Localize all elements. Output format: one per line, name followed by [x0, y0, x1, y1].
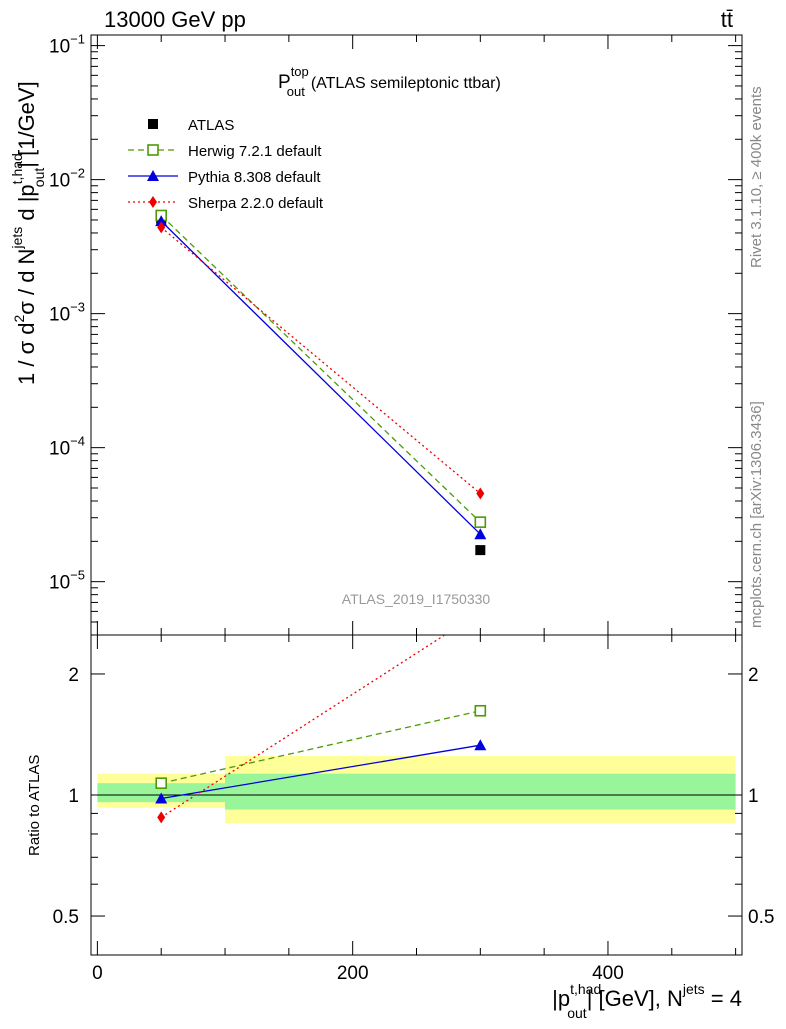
ratio-line-sherpa-2-2-0-default [160, 635, 446, 818]
ratio-y-tick-label-1: 1 [68, 786, 79, 807]
main-title-suffix: (ATLAS semileptonic ttbar) [311, 75, 501, 92]
series-lines [160, 215, 481, 535]
ratio-point-herwig-7-2-1-default-0 [155, 777, 168, 789]
legend-marker-herwig-7-2-1-default [147, 144, 159, 156]
main-point-pythia-8-308-default-1 [474, 528, 487, 540]
legend-label-atlas: ATLAS [188, 117, 234, 134]
x-tick-label-2: 400 [592, 963, 624, 984]
x-tick-label-0: 0 [92, 963, 103, 984]
series-markers [155, 209, 487, 556]
x-axis-label: |pt,had out| [GeV], Njets = 4 [552, 981, 742, 1021]
main-line-pythia-8-308-default [160, 220, 481, 535]
main-y-tick-label-4: 10−5 [49, 568, 85, 594]
ratio-y-tick-label-right-1: 1 [748, 786, 759, 807]
main-y-axis-label: 1 / σ d2σ / d Njets d |pt,had out| [1/GeV… [9, 81, 47, 385]
ratio-point-herwig-7-2-1-default-1 [474, 704, 487, 717]
energy-label: 13000 GeV pp [104, 7, 246, 32]
ratio-markers [155, 704, 487, 824]
legend-marker-sherpa-2-2-0-default [149, 196, 157, 208]
legend-label-sherpa-2-2-0-default: Sherpa 2.2.0 default [188, 195, 324, 212]
main-title-symbol: P [278, 72, 291, 93]
main-point-sherpa-2-2-0-default-0 [157, 221, 166, 234]
source-note: mcplots.cern.ch [arXiv:1306.3436] [748, 401, 765, 628]
main-y-tick-label-2: 10−3 [49, 300, 85, 326]
ratio-y-axis-label: Ratio to ATLAS [26, 755, 43, 856]
ratio-line-herwig-7-2-1-default [161, 710, 481, 784]
main-point-herwig-7-2-1-default-1 [474, 516, 487, 528]
legend-label-herwig-7-2-1-default: Herwig 7.2.1 default [188, 143, 322, 160]
process-label: tt̄ [721, 7, 733, 32]
main-title: Ptop out (ATLAS semileptonic ttbar) [278, 64, 501, 99]
main-title-sub: out [287, 84, 305, 99]
axes: 10−1 10−2 10−3 10−4 10−5 0 200 400 0.5 0.5 1 1 2 2 [49, 32, 774, 984]
legend-label-pythia-8-308-default: Pythia 8.308 default [188, 169, 321, 186]
analysis-id: ATLAS_2019_I1750330 [342, 591, 491, 607]
main-y-tick-label-3: 10−4 [49, 434, 85, 460]
legend: ATLAS Herwig 7.2.1 default Pythia 8.308 de… [128, 117, 324, 212]
ratio-line-pythia-8-308-default [161, 744, 481, 800]
rivet-version-note: Rivet 3.1.10, ≥ 400k events [748, 86, 765, 268]
ratio-y-tick-label-right-2: 2 [748, 665, 759, 686]
main-point-pythia-8-308-default-0 [155, 215, 168, 227]
legend-marker-atlas [148, 119, 158, 129]
main-point-sherpa-2-2-0-default-1 [476, 487, 485, 500]
main-title-sup: top [291, 64, 309, 79]
ratio-y-tick-label-2: 2 [68, 665, 79, 686]
ratio-point-pythia-8-308-default-1 [474, 739, 487, 751]
ratio-uncertainty-bands [97, 756, 736, 824]
main-y-tick-label-0: 10−1 [49, 32, 85, 58]
ratio-point-pythia-8-308-default-0 [155, 792, 168, 804]
ratio-point-sherpa-2-2-0-default-0 [157, 811, 166, 824]
ratio-y-tick-label-0: 0.5 [53, 907, 79, 928]
x-tick-label-1: 200 [337, 963, 369, 984]
ratio-y-tick-label-right-0: 0.5 [748, 907, 774, 928]
main-line-herwig-7-2-1-default [160, 215, 481, 523]
main-y-tick-label-1: 10−2 [49, 166, 85, 192]
main-line-sherpa-2-2-0-default [160, 226, 481, 494]
legend-marker-pythia-8-308-default [147, 170, 159, 181]
ratio-band-green-1 [225, 773, 736, 810]
main-point-atlas-1 [475, 545, 486, 556]
ratio-lines [160, 635, 481, 818]
